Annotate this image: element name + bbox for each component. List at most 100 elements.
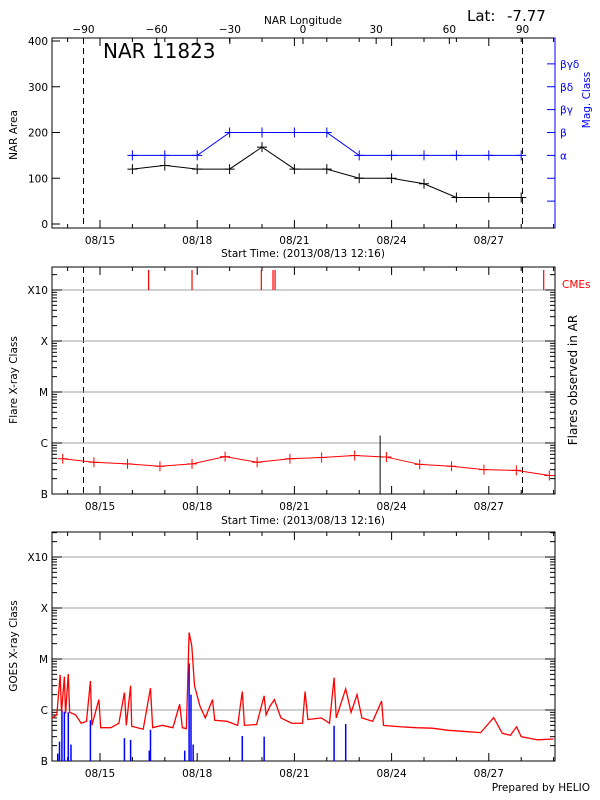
x-tick-label: 08/15 bbox=[85, 768, 115, 780]
x-tick-label: 08/24 bbox=[376, 501, 407, 513]
flare-background-point bbox=[187, 458, 198, 469]
goes-class-axis-title: GOES X-ray Class bbox=[8, 600, 20, 691]
flare-background-point bbox=[414, 459, 425, 470]
x-axis-title-1: Start Time: (2013/08/13 12:16) bbox=[221, 248, 385, 260]
lon-tick-label: −90 bbox=[72, 24, 94, 36]
y-tick-label: M bbox=[39, 654, 48, 666]
mag-tick-label: βγ bbox=[560, 105, 573, 117]
y-tick-label: C bbox=[41, 705, 48, 717]
mag-class-point bbox=[192, 150, 203, 161]
flare-background-point bbox=[446, 461, 457, 472]
x-tick-label: 08/18 bbox=[182, 501, 212, 513]
y-tick-label: 0 bbox=[41, 219, 48, 231]
lat-label: Lat: bbox=[467, 7, 495, 25]
y-tick-label: 300 bbox=[28, 82, 48, 94]
nar-area-point bbox=[451, 192, 462, 203]
x-tick-label: 08/18 bbox=[182, 768, 212, 780]
nar-area-point bbox=[354, 173, 365, 184]
flare-background-point bbox=[252, 457, 263, 468]
mag-class-point bbox=[483, 150, 494, 161]
mag-class-point bbox=[289, 127, 300, 138]
lon-tick-label: −30 bbox=[219, 24, 241, 36]
flare-background-point bbox=[122, 458, 133, 469]
y-tick-label: C bbox=[41, 438, 48, 450]
y-tick-label: 400 bbox=[28, 36, 48, 48]
nar-area-point bbox=[159, 160, 170, 171]
lat-value: -7.77 bbox=[507, 7, 546, 25]
x-axis-title-2: Start Time: (2013/08/13 12:16) bbox=[221, 515, 385, 527]
mag-class-point bbox=[159, 150, 170, 161]
prepared-by-label: Prepared by HELIO bbox=[492, 782, 590, 794]
flares-observed-axis-title: Flares observed in AR bbox=[566, 315, 580, 445]
y-tick-label: M bbox=[39, 387, 48, 399]
y-tick-label: X10 bbox=[27, 285, 48, 297]
nar-area-point bbox=[224, 164, 235, 175]
nar-area-point bbox=[127, 164, 138, 175]
flare-background-point bbox=[154, 461, 165, 472]
lon-tick-label: 0 bbox=[300, 24, 307, 36]
cmes-label: CMEs bbox=[562, 279, 591, 291]
mag-class-point bbox=[127, 150, 138, 161]
flare-background-point bbox=[284, 453, 295, 464]
flare-background-point bbox=[349, 450, 360, 461]
nar-area-point bbox=[386, 173, 397, 184]
mag-class-point bbox=[386, 150, 397, 161]
mag-class-point bbox=[516, 150, 527, 161]
flare-background-point bbox=[478, 464, 489, 475]
y-tick-label: X bbox=[41, 336, 48, 348]
nar-area-axis-title: NAR Area bbox=[8, 110, 20, 160]
flare-background-point bbox=[57, 453, 68, 464]
mag-tick-label: βγδ bbox=[560, 59, 579, 71]
mag-tick-label: β bbox=[560, 128, 567, 140]
nar-area-point bbox=[516, 192, 527, 203]
nar-area-point bbox=[419, 178, 429, 189]
y-tick-label: B bbox=[41, 756, 48, 768]
mag-class-point bbox=[419, 150, 429, 161]
lon-tick-label: 60 bbox=[443, 24, 456, 36]
mag-class-point bbox=[321, 127, 332, 138]
mag-class-point bbox=[451, 150, 462, 161]
x-tick-label: 08/21 bbox=[279, 768, 309, 780]
nar-area-point bbox=[289, 164, 300, 175]
flare-background-line bbox=[62, 454, 550, 477]
x-tick-label: 08/15 bbox=[85, 501, 115, 513]
x-tick-label: 08/27 bbox=[474, 501, 504, 513]
y-tick-label: X10 bbox=[27, 552, 48, 564]
x-tick-label: 08/24 bbox=[376, 235, 407, 247]
mag-tick-label: βδ bbox=[560, 82, 573, 94]
x-tick-label: 08/27 bbox=[474, 235, 504, 247]
goes-short-line bbox=[51, 632, 554, 741]
x-tick-label: 08/15 bbox=[85, 235, 115, 247]
flare-background-point bbox=[544, 470, 555, 481]
y-tick-label: 200 bbox=[28, 128, 48, 140]
plot-frame-2 bbox=[51, 266, 556, 495]
x-tick-label: 08/18 bbox=[182, 235, 212, 247]
y-tick-label: 100 bbox=[28, 173, 48, 185]
x-tick-label: 08/21 bbox=[279, 235, 309, 247]
x-tick-label: 08/27 bbox=[474, 768, 504, 780]
y-tick-label: B bbox=[41, 489, 48, 501]
lon-tick-label: −60 bbox=[146, 24, 168, 36]
lon-tick-label: 30 bbox=[369, 24, 382, 36]
chart-title: NAR 11823 bbox=[103, 39, 216, 63]
mag-class-axis-title: Mag. Class bbox=[581, 72, 593, 128]
plot-frame-3 bbox=[51, 531, 556, 762]
top-axis-title: NAR Longitude bbox=[264, 15, 342, 27]
flare-background-point bbox=[88, 457, 99, 468]
mag-tick-label: α bbox=[560, 150, 567, 162]
flare-class-axis-title: Flare X-ray Class bbox=[8, 336, 20, 424]
nar-area-point bbox=[257, 142, 267, 153]
y-tick-label: X bbox=[41, 603, 48, 615]
nar-area-point bbox=[192, 164, 203, 175]
flare-background-point bbox=[381, 452, 392, 463]
nar-area-point bbox=[321, 164, 332, 175]
mag-class-point bbox=[354, 150, 365, 161]
flare-background-point bbox=[511, 465, 522, 476]
nar-area-point bbox=[483, 192, 494, 203]
x-tick-label: 08/21 bbox=[279, 501, 309, 513]
x-tick-label: 08/24 bbox=[376, 768, 407, 780]
flare-background-point bbox=[316, 452, 327, 463]
mag-class-point bbox=[257, 127, 267, 138]
flare-background-point bbox=[220, 451, 231, 462]
